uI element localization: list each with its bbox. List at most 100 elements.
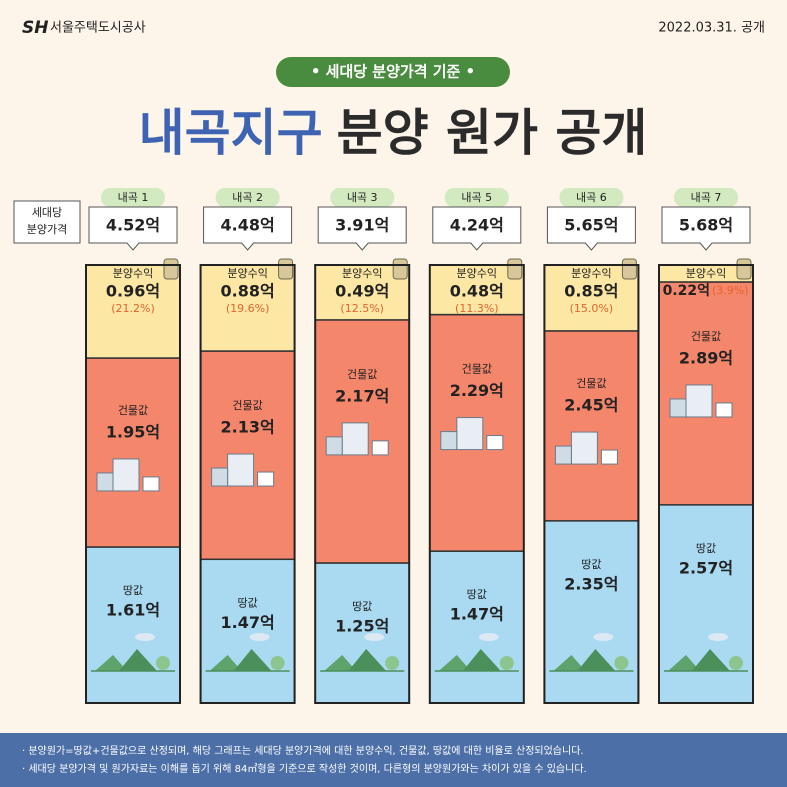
tree-icon xyxy=(499,656,514,670)
total-bubble xyxy=(432,206,522,251)
bar-segment xyxy=(543,330,640,522)
segment-value: 0.88억 xyxy=(220,282,274,301)
badge xyxy=(276,57,510,87)
category-pill xyxy=(559,188,624,207)
segment-name: 땅값 xyxy=(123,584,143,597)
segment-value: 0.96억 xyxy=(106,282,160,301)
building-icon xyxy=(554,445,572,465)
note: · 분양원가=땅값+건물값으로 산정되며, 해당 그래프는 세대당 분양가격에 … xyxy=(22,744,584,757)
building-icon xyxy=(456,417,484,451)
money-icon xyxy=(621,258,637,280)
badge-text: • 세대당 분양가격 기준 • xyxy=(311,63,475,81)
cloud-icon xyxy=(135,633,155,641)
segment-name: 땅값 xyxy=(352,600,372,613)
bar-outline xyxy=(428,264,525,704)
segment-name: 분양수익 xyxy=(457,267,497,280)
segment-value: 2.57억 xyxy=(679,558,733,577)
segment-name: 분양수익 xyxy=(686,267,726,280)
bar-segment xyxy=(85,546,181,704)
mountain-icon xyxy=(462,649,501,671)
bar-segment xyxy=(199,558,296,704)
segment-value: 2.17억 xyxy=(335,386,389,405)
logo-mark: SH xyxy=(22,18,48,38)
segment-share: (3.9%) xyxy=(712,284,749,297)
segment-name: 건물값 xyxy=(462,363,492,376)
building-icon xyxy=(257,471,275,487)
segment-share: (21.2%) xyxy=(111,302,155,315)
segment-value: 1.95억 xyxy=(106,422,160,441)
segment-name: 분양수익 xyxy=(113,267,153,280)
money-icon xyxy=(163,258,179,280)
segment-value: 2.45억 xyxy=(564,396,618,415)
category-pill xyxy=(215,188,280,207)
building-icon xyxy=(600,449,618,465)
mountain-icon xyxy=(233,649,272,671)
bar-segment xyxy=(429,550,525,704)
segment-value: 1.61억 xyxy=(106,600,160,619)
segment-name: 분양수익 xyxy=(227,267,267,280)
building-icon xyxy=(570,431,598,465)
title-highlight: 내곡지구 xyxy=(139,104,323,162)
segment-name: 땅값 xyxy=(696,542,716,555)
segment-name: 건물값 xyxy=(118,404,148,417)
mountain-icon xyxy=(577,649,616,671)
mountain-icon xyxy=(95,655,127,671)
bar-segment xyxy=(85,357,181,548)
segment-value: 2.89억 xyxy=(679,348,733,367)
notes-bar xyxy=(0,733,787,787)
segment-name: 분양수익 xyxy=(342,267,382,280)
segment-name: 분양수익 xyxy=(571,267,611,280)
building-icon xyxy=(685,384,713,418)
building-icon xyxy=(96,472,114,492)
mountain-icon xyxy=(209,655,242,671)
segment-name: 땅값 xyxy=(237,596,257,609)
building-icon xyxy=(112,458,140,492)
cloud-icon xyxy=(249,633,270,641)
category-pill xyxy=(444,188,509,207)
total-label: 4.52억 xyxy=(106,216,160,235)
tree-icon xyxy=(729,656,743,670)
building-icon xyxy=(227,453,255,487)
total-label: 5.65억 xyxy=(564,216,618,235)
total-label: 세대당 xyxy=(32,206,62,219)
category-pill xyxy=(330,188,395,207)
money-icon xyxy=(736,258,752,280)
money-icon xyxy=(392,258,408,280)
cloud-icon xyxy=(478,633,499,641)
segment-share: (19.6%) xyxy=(226,302,270,315)
total-bubble xyxy=(546,206,636,251)
total-bubble xyxy=(203,206,293,251)
total-bubble xyxy=(661,206,751,251)
segment-share: (12.5%) xyxy=(340,302,384,315)
segment-name: 땅값 xyxy=(467,588,487,601)
bar-segment xyxy=(543,520,640,704)
date: 2022.03.31. 공개 xyxy=(658,21,765,36)
segment-value: 2.35억 xyxy=(564,574,618,593)
bar-outline xyxy=(199,264,296,704)
category-label: 내곡 6 xyxy=(576,191,607,204)
segment-name: 건물값 xyxy=(691,330,721,343)
bar-outline xyxy=(543,264,640,704)
cloud-icon xyxy=(593,633,614,641)
tree-icon xyxy=(614,656,629,670)
building-icon xyxy=(142,476,160,492)
total-label: 4.48억 xyxy=(220,216,274,235)
segment-value: 1.47억 xyxy=(450,605,504,624)
category-label: 내곡 3 xyxy=(347,191,378,204)
title-rest: 분양 원가 공개 xyxy=(337,104,648,162)
segment-value: 1.25억 xyxy=(335,616,389,635)
category-label: 내곡 1 xyxy=(118,191,149,204)
segment-value: 0.49억 xyxy=(335,282,389,301)
building-icon xyxy=(341,422,369,456)
category-label: 내곡 5 xyxy=(461,191,492,204)
bar-outline xyxy=(658,264,754,704)
total-label-box xyxy=(13,200,81,244)
mountain-icon xyxy=(668,655,700,671)
mountain-icon xyxy=(438,655,471,671)
money-icon xyxy=(507,258,523,280)
segment-value: 2.13억 xyxy=(220,418,274,437)
bar-segment xyxy=(85,264,181,359)
category-pill xyxy=(101,188,165,207)
